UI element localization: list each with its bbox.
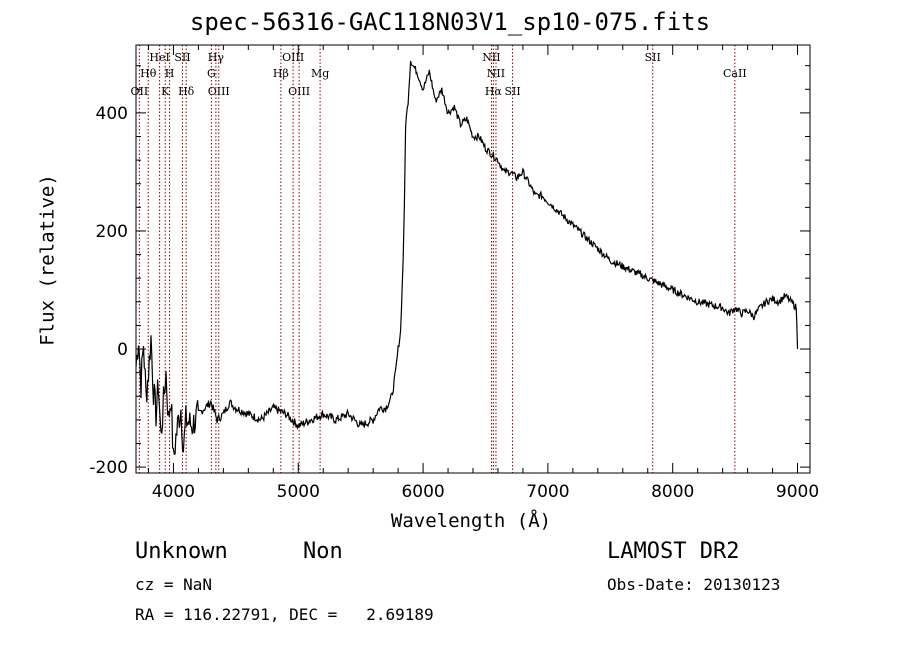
spectral-line-label: K [161, 85, 170, 98]
subclass-label: Non [303, 539, 343, 564]
spectral-line-label: NII [482, 51, 500, 64]
y-tick-label: 0 [117, 340, 128, 360]
spectrum-line [135, 60, 799, 456]
x-axis-label: Wavelength (Å) [390, 510, 552, 532]
spectral-line-label: Hβ [273, 67, 289, 80]
spectral-line-label: OII [131, 85, 149, 98]
y-axis-ticks: -200 0 200 400 [89, 65, 810, 478]
spectral-line-label: OIII [282, 51, 304, 64]
spectral-line-label: H [165, 67, 175, 80]
spectral-line-labels: OIIHθHeIKHSIIHδHγGOIIIHβOIIIOIIIMgNIINII… [131, 51, 747, 98]
y-tick-label: 400 [96, 104, 128, 124]
x-axis-ticks: 4000 5000 6000 7000 8000 9000 [147, 45, 819, 502]
spectral-line-label: OIII [208, 85, 230, 98]
cz-text: cz = NaN [135, 575, 213, 594]
spectral-line-label: SII [504, 85, 520, 98]
obs-date-text: Obs-Date: 20130123 [607, 575, 781, 594]
x-tick-label: 6000 [401, 482, 444, 502]
chart-title: spec-56316-GAC118N03V1_sp10-075.fits [189, 8, 711, 36]
spectral-line-label: NII [487, 67, 505, 80]
spectral-line-label: Hθ [140, 67, 157, 80]
spectral-line-label: CaII [723, 67, 747, 80]
x-tick-label: 9000 [776, 482, 819, 502]
x-tick-label: 7000 [526, 482, 569, 502]
y-tick-label: 200 [96, 222, 128, 242]
class-label: Unknown [135, 539, 228, 564]
spectral-line-label: HeI [149, 51, 169, 64]
y-axis-label: Flux (relative) [36, 174, 59, 346]
spectral-line-label: Hα [485, 85, 503, 98]
spectral-line-label: Hδ [178, 85, 195, 98]
radec-text: RA = 116.22791, DEC = 2.69189 [135, 605, 434, 624]
x-tick-label: 5000 [277, 482, 320, 502]
spectral-line-label: SII [174, 51, 190, 64]
x-tick-label: 8000 [651, 482, 694, 502]
spectral-line-markers [138, 45, 736, 473]
spectral-line-label: Hγ [208, 51, 225, 64]
y-tick-label: -200 [89, 458, 128, 478]
survey-label: LAMOST DR2 [607, 539, 740, 564]
x-tick-label: 4000 [152, 482, 195, 502]
spectral-line-label: Mg [311, 67, 329, 80]
plot-frame [135, 44, 811, 474]
spectral-line-label: OIII [288, 85, 310, 98]
spectral-line-label: SII [645, 51, 661, 64]
spectral-line-label: G [207, 67, 216, 80]
